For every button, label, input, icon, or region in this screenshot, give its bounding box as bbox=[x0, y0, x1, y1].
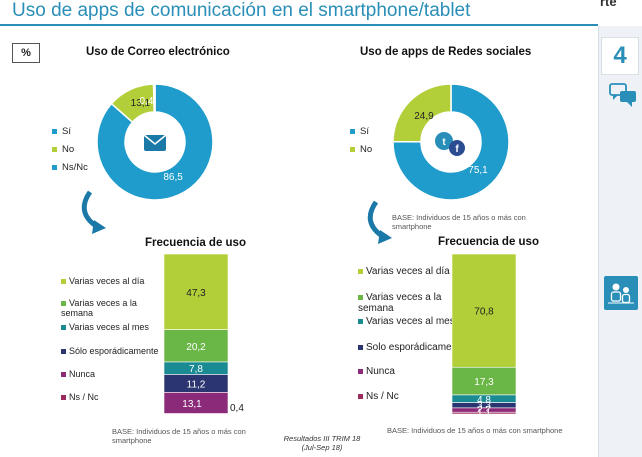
bar-data-label: 70,8 bbox=[474, 307, 494, 318]
bar-segment bbox=[452, 411, 517, 415]
legend-item: Ns/Nc bbox=[52, 162, 88, 173]
bar-data-label: 17,3 bbox=[474, 377, 494, 388]
legend-swatch bbox=[52, 128, 57, 134]
legend-swatch bbox=[61, 279, 66, 285]
legend-swatch bbox=[358, 318, 363, 324]
social-category-labels: Varias veces al día Varias veces a la se… bbox=[358, 0, 478, 457]
category-label: Ns / Nc bbox=[61, 392, 171, 402]
people-icon[interactable] bbox=[604, 276, 638, 310]
base-note: BASE: Individuos de 15 años o más con sm… bbox=[392, 213, 526, 231]
legend-swatch bbox=[61, 325, 66, 331]
email-category-labels: Varias veces al día Varias veces a la se… bbox=[61, 0, 181, 457]
section-number: 4 bbox=[601, 37, 639, 75]
donut-data-label: 24,9 bbox=[414, 111, 434, 122]
category-label: Solo esporádicamente bbox=[358, 342, 468, 353]
email-legend: Sí No Ns/Nc bbox=[52, 126, 88, 173]
email-icon bbox=[143, 134, 167, 151]
bar-data-label: 3,3 bbox=[477, 400, 491, 411]
social-heading: Uso de apps de Redes sociales bbox=[360, 46, 532, 58]
footer-line: (Jul-Sep 18) bbox=[301, 443, 343, 452]
donut-data-label: 86,5 bbox=[163, 172, 183, 183]
category-label: Nunca bbox=[61, 369, 171, 379]
bar-data-label: 2,7 bbox=[477, 405, 491, 416]
svg-text:f: f bbox=[455, 144, 459, 155]
donut-data-label: 13,1 bbox=[131, 98, 151, 109]
unit-box: % bbox=[12, 43, 40, 63]
legend-item: Sí bbox=[52, 126, 88, 137]
bar-data-label: 4,8 bbox=[477, 395, 491, 406]
legend-swatch bbox=[358, 393, 363, 399]
email-freq-heading: Frecuencia de uso bbox=[145, 237, 246, 249]
legend-label: Sí bbox=[62, 126, 71, 137]
donut-data-label: 0,4 bbox=[139, 96, 153, 107]
svg-text:t: t bbox=[442, 137, 446, 148]
social-donut-chart: 75,1 24,9 t f bbox=[392, 83, 510, 201]
legend-swatch bbox=[358, 268, 363, 274]
logo: rte bbox=[600, 0, 617, 9]
social-legend: Sí No bbox=[350, 126, 372, 155]
category-label: Varias veces al mes bbox=[61, 322, 171, 332]
category-label: Nunca bbox=[358, 366, 468, 377]
bar-data-label: 20,2 bbox=[186, 342, 206, 353]
category-label: Varias veces al día bbox=[61, 276, 171, 286]
email-heading: Uso de Correo electrónico bbox=[86, 46, 230, 58]
category-label: Sólo esporádicamente bbox=[61, 346, 171, 356]
category-label: Varias veces a la semana bbox=[61, 298, 137, 318]
bar-data-label: 47,3 bbox=[186, 288, 206, 299]
base-note: BASE: Individuos de 15 años o más con sm… bbox=[387, 426, 563, 435]
category-label: Varias veces a la semana bbox=[358, 292, 442, 314]
legend-label: No bbox=[360, 144, 373, 155]
legend-swatch bbox=[61, 301, 66, 307]
bar-segment bbox=[452, 254, 517, 368]
bar-data-label: 0,4 bbox=[230, 403, 244, 414]
email-donut-chart: 86,5 13,10,4 bbox=[96, 83, 214, 201]
bar-segment bbox=[164, 329, 229, 363]
arrow-icon bbox=[81, 190, 106, 234]
chat-bubbles-icon[interactable] bbox=[608, 82, 638, 108]
email-frequency-bar: 47,3 20,2 7,8 11,2 13,1 0,4 bbox=[164, 254, 244, 415]
footer: Resultados III TRIM 18 (Jul-Sep 18) bbox=[252, 434, 392, 452]
title-divider bbox=[0, 24, 598, 26]
legend-item: Sí bbox=[350, 126, 372, 137]
legend-swatch bbox=[358, 344, 363, 350]
legend-swatch bbox=[350, 128, 355, 134]
category-label: Varias veces al mes bbox=[358, 316, 468, 327]
legend-swatch bbox=[61, 349, 66, 355]
legend-swatch bbox=[350, 146, 355, 152]
category-label: Ns / Nc bbox=[358, 391, 468, 402]
category-label: Varias veces al día bbox=[358, 266, 468, 277]
footer-line: Resultados III TRIM 18 bbox=[283, 434, 361, 443]
bar-data-label: 13,1 bbox=[182, 399, 202, 410]
bar-segment bbox=[452, 366, 517, 396]
legend-swatch bbox=[61, 395, 66, 401]
legend-swatch bbox=[61, 372, 66, 378]
legend-item: No bbox=[350, 144, 372, 155]
page-title: Uso de apps de comunicación en el smartp… bbox=[12, 0, 471, 21]
legend-item: No bbox=[52, 144, 88, 155]
bar-data-label: 11,2 bbox=[187, 379, 206, 390]
social-freq-heading: Frecuencia de uso bbox=[438, 236, 539, 248]
legend-swatch bbox=[52, 164, 57, 170]
social-network-icon: t f bbox=[435, 132, 465, 156]
arrow-icon bbox=[367, 200, 392, 244]
legend-swatch bbox=[358, 294, 363, 300]
bar-segment bbox=[164, 413, 229, 415]
donut-data-label: 75,1 bbox=[468, 165, 488, 176]
legend-label: Ns/Nc bbox=[62, 162, 88, 173]
legend-label: No bbox=[62, 144, 75, 155]
legend-swatch bbox=[52, 146, 57, 152]
base-note: BASE: Individuos de 15 años o más con sm… bbox=[112, 427, 246, 445]
bar-data-label: 7,8 bbox=[189, 364, 203, 375]
bar-data-label: 1,1 bbox=[477, 408, 491, 416]
legend-label: Sí bbox=[360, 126, 369, 137]
social-frequency-bar: 70,8 17,3 4,83,32,71,1 bbox=[452, 254, 517, 416]
legend-swatch bbox=[358, 368, 363, 374]
